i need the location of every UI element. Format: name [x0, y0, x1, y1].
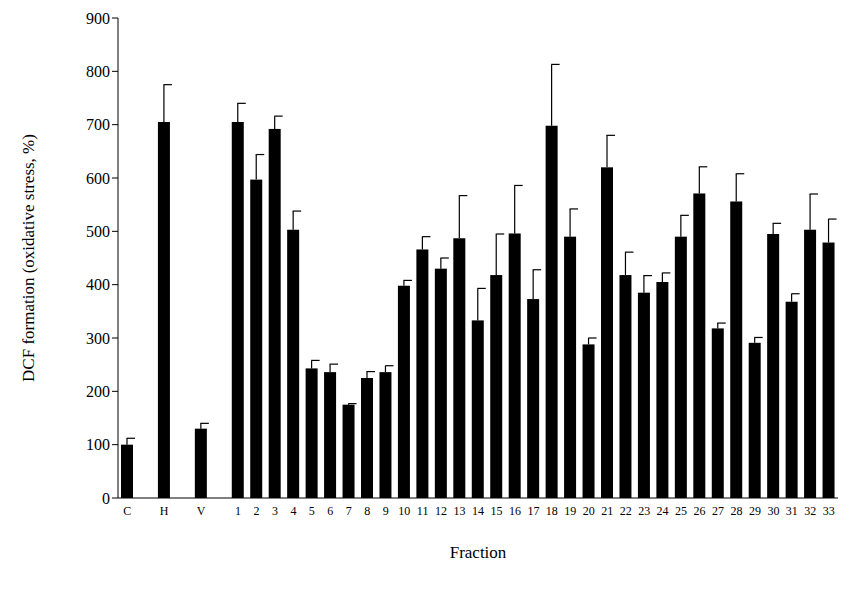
svg-text:0: 0: [102, 490, 110, 507]
svg-text:22: 22: [620, 504, 632, 518]
svg-text:100: 100: [86, 436, 110, 453]
svg-text:29: 29: [749, 504, 761, 518]
svg-text:Fraction: Fraction: [450, 543, 507, 562]
svg-text:6: 6: [327, 504, 333, 518]
svg-text:16: 16: [509, 504, 521, 518]
svg-text:23: 23: [638, 504, 650, 518]
svg-text:900: 900: [86, 10, 110, 27]
svg-text:600: 600: [86, 170, 110, 187]
svg-text:8: 8: [364, 504, 370, 518]
svg-text:4: 4: [290, 504, 296, 518]
svg-text:19: 19: [564, 504, 576, 518]
svg-text:32: 32: [804, 504, 816, 518]
svg-text:7: 7: [346, 504, 352, 518]
svg-text:10: 10: [398, 504, 410, 518]
svg-text:17: 17: [527, 504, 539, 518]
svg-text:300: 300: [86, 330, 110, 347]
svg-text:25: 25: [675, 504, 687, 518]
svg-text:C: C: [123, 504, 131, 518]
svg-text:700: 700: [86, 116, 110, 133]
svg-text:14: 14: [472, 504, 484, 518]
svg-text:31: 31: [786, 504, 798, 518]
svg-text:DCF formation (oxidative stres: DCF formation (oxidative stress, %): [19, 134, 38, 382]
svg-text:13: 13: [454, 504, 466, 518]
svg-text:5: 5: [309, 504, 315, 518]
svg-text:26: 26: [694, 504, 706, 518]
svg-text:V: V: [197, 504, 206, 518]
svg-text:20: 20: [583, 504, 595, 518]
svg-text:200: 200: [86, 383, 110, 400]
svg-text:12: 12: [435, 504, 447, 518]
svg-text:500: 500: [86, 223, 110, 240]
svg-text:2: 2: [253, 504, 259, 518]
svg-text:24: 24: [657, 504, 669, 518]
svg-text:18: 18: [546, 504, 558, 518]
svg-text:21: 21: [601, 504, 613, 518]
svg-text:H: H: [160, 504, 169, 518]
svg-text:400: 400: [86, 276, 110, 293]
svg-text:1: 1: [235, 504, 241, 518]
svg-text:11: 11: [417, 504, 429, 518]
svg-text:27: 27: [712, 504, 724, 518]
svg-text:9: 9: [383, 504, 389, 518]
svg-text:800: 800: [86, 63, 110, 80]
svg-text:28: 28: [730, 504, 742, 518]
svg-text:15: 15: [490, 504, 502, 518]
svg-text:33: 33: [823, 504, 835, 518]
svg-text:30: 30: [767, 504, 779, 518]
svg-text:3: 3: [272, 504, 278, 518]
